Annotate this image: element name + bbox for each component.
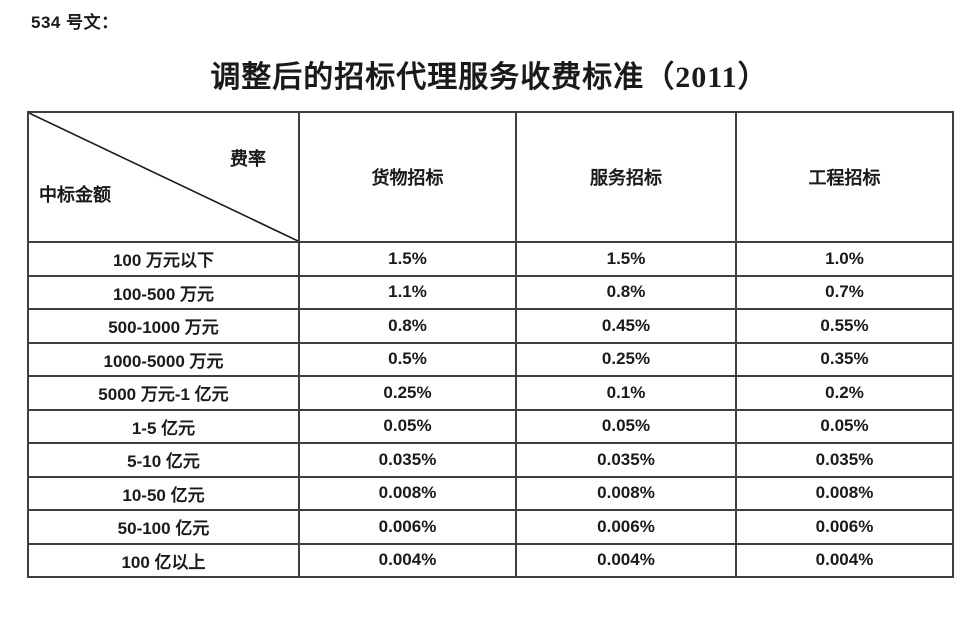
table-row: 100 亿以上 0.004% 0.004% 0.004% [27, 542, 954, 578]
fee-cell: 0.035% [515, 442, 737, 478]
table-row: 5000 万元-1 亿元 0.25% 0.1% 0.2% [27, 375, 954, 411]
corner-label-amount: 中标金额 [39, 185, 111, 205]
fee-cell: 1.0% [735, 241, 954, 277]
fee-cell: 0.006% [735, 509, 954, 545]
fee-cell: 1.5% [298, 241, 517, 277]
fee-cell: 0.45% [515, 308, 737, 344]
fee-cell: 0.008% [735, 475, 954, 511]
table-row: 100-500 万元 1.1% 0.8% 0.7% [27, 274, 954, 310]
fee-cell: 0.035% [735, 442, 954, 478]
row-label: 100 亿以上 [27, 542, 300, 578]
fee-cell: 1.5% [515, 241, 737, 277]
fee-table: 费率 中标金额 货物招标 服务招标 工程招标 100 万元以下 1.5% 1.5… [27, 111, 954, 578]
fee-cell: 0.05% [735, 408, 954, 444]
fee-cell: 0.2% [735, 375, 954, 411]
fee-cell: 0.004% [298, 542, 517, 578]
row-label: 10-50 亿元 [27, 475, 300, 511]
fee-cell: 0.05% [515, 408, 737, 444]
table-row: 500-1000 万元 0.8% 0.45% 0.55% [27, 308, 954, 344]
row-label: 500-1000 万元 [27, 308, 300, 344]
doc-ref: 534 号文： [31, 13, 119, 32]
table-row: 1-5 亿元 0.05% 0.05% 0.05% [27, 408, 954, 444]
diagonal-divider-line [29, 113, 298, 241]
fee-cell: 0.25% [298, 375, 517, 411]
column-header-engineering: 工程招标 [735, 111, 954, 243]
fee-cell: 0.7% [735, 274, 954, 310]
row-label: 50-100 亿元 [27, 509, 300, 545]
fee-cell: 0.5% [298, 341, 517, 377]
row-label: 1000-5000 万元 [27, 341, 300, 377]
fee-cell: 0.006% [515, 509, 737, 545]
fee-cell: 0.25% [515, 341, 737, 377]
row-label: 1-5 亿元 [27, 408, 300, 444]
row-label: 100-500 万元 [27, 274, 300, 310]
table-row: 1000-5000 万元 0.5% 0.25% 0.35% [27, 341, 954, 377]
table-row: 100 万元以下 1.5% 1.5% 1.0% [27, 241, 954, 277]
fee-cell: 0.035% [298, 442, 517, 478]
table-row: 50-100 亿元 0.006% 0.006% 0.006% [27, 509, 954, 545]
fee-cell: 0.35% [735, 341, 954, 377]
fee-cell: 0.008% [515, 475, 737, 511]
fee-cell: 0.8% [515, 274, 737, 310]
column-header-services: 服务招标 [515, 111, 737, 243]
fee-cell: 0.05% [298, 408, 517, 444]
table-row: 10-50 亿元 0.008% 0.008% 0.008% [27, 475, 954, 511]
fee-cell: 0.008% [298, 475, 517, 511]
fee-cell: 0.004% [735, 542, 954, 578]
column-header-goods: 货物招标 [298, 111, 517, 243]
corner-cell: 费率 中标金额 [27, 111, 300, 243]
row-label: 5-10 亿元 [27, 442, 300, 478]
fee-cell: 0.1% [515, 375, 737, 411]
fee-cell: 1.1% [298, 274, 517, 310]
fee-cell: 0.006% [298, 509, 517, 545]
fee-cell: 0.55% [735, 308, 954, 344]
fee-cell: 0.004% [515, 542, 737, 578]
row-label: 5000 万元-1 亿元 [27, 375, 300, 411]
row-label: 100 万元以下 [27, 241, 300, 277]
page-title: 调整后的招标代理服务收费标准（2011） [210, 61, 769, 94]
fee-cell: 0.8% [298, 308, 517, 344]
corner-label-rate: 费率 [230, 149, 266, 169]
table-row: 5-10 亿元 0.035% 0.035% 0.035% [27, 442, 954, 478]
header-row: 费率 中标金额 货物招标 服务招标 工程招标 [27, 111, 954, 243]
